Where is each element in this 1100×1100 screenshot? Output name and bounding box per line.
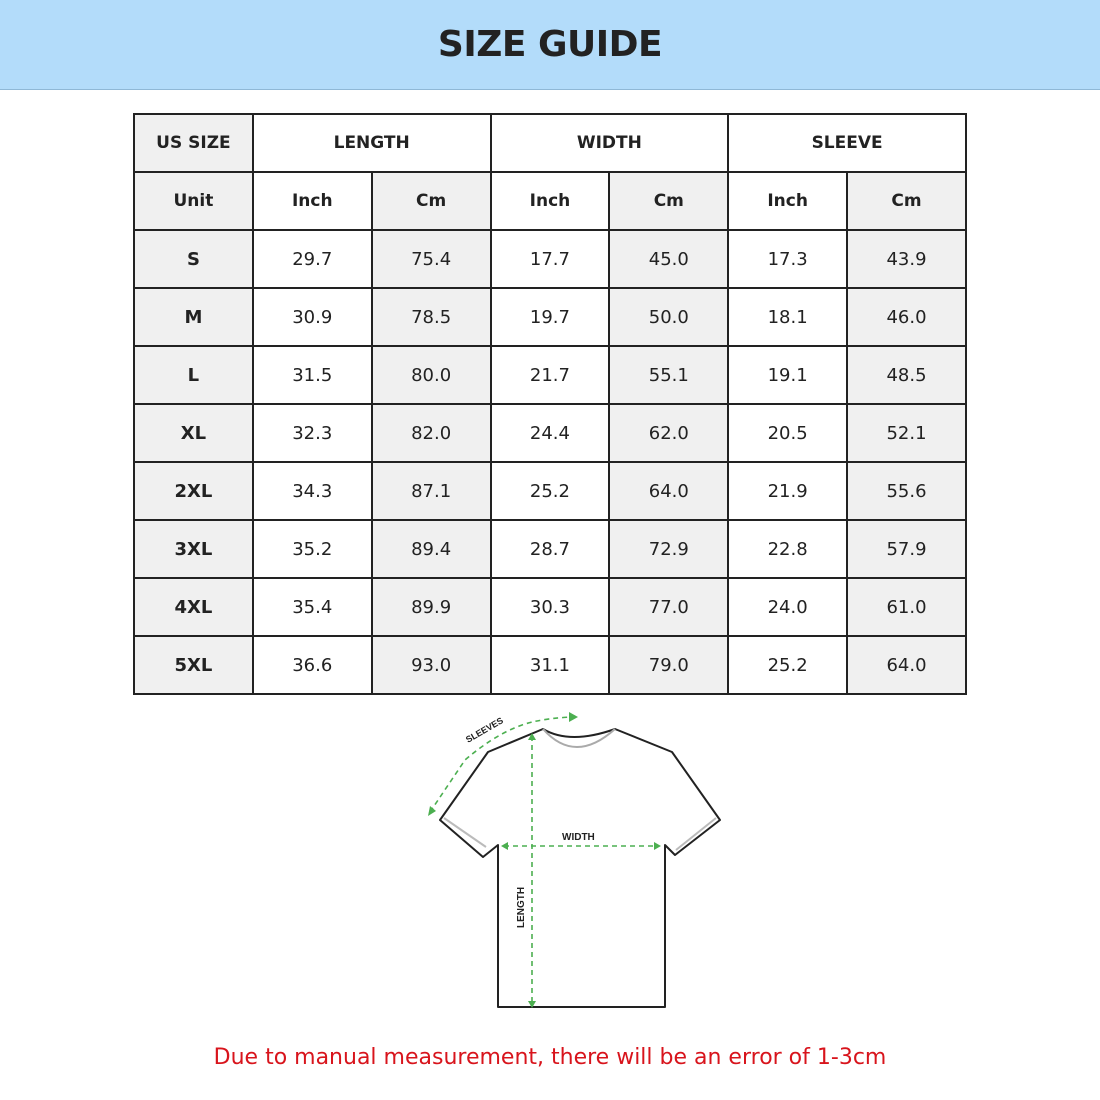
measurement-note: Due to manual measurement, there will be… (213, 1045, 887, 1070)
size-cell: 2XL (133, 461, 254, 521)
arrow-icon (569, 712, 578, 722)
value-cell: 82.0 (370, 403, 492, 463)
page-title: SIZE GUIDE (437, 24, 663, 65)
unit-cell: Inch (251, 171, 373, 231)
tshirt-diagram: SLEEVES WIDTH LENGTH (428, 712, 721, 1008)
value-cell: 62.0 (608, 403, 730, 463)
arrow-icon (501, 842, 508, 850)
unit-cell: Cm (846, 171, 967, 231)
size-cell: L (133, 345, 254, 405)
table-row: L 31.5 80.0 21.7 55.1 19.1 48.5 (133, 345, 967, 405)
sleeves-measure-line (429, 716, 573, 813)
arrow-icon (528, 733, 536, 740)
unit-cell: Cm (370, 171, 492, 231)
value-cell: 36.6 (251, 635, 373, 695)
value-cell: 34.3 (251, 461, 373, 521)
value-cell: 79.0 (608, 635, 730, 695)
value-cell: 22.8 (727, 519, 849, 579)
tshirt-outline (439, 728, 721, 1008)
arrow-icon (528, 1001, 536, 1008)
unit-cell: Inch (489, 171, 611, 231)
value-cell: 48.5 (846, 345, 967, 405)
sleeves-label: SLEEVES (464, 715, 505, 744)
value-cell: 25.2 (489, 461, 611, 521)
value-cell: 80.0 (370, 345, 492, 405)
value-cell: 50.0 (608, 287, 730, 347)
value-cell: 35.2 (251, 519, 373, 579)
value-cell: 64.0 (608, 461, 730, 521)
value-cell: 25.2 (727, 635, 849, 695)
value-cell: 20.5 (727, 403, 849, 463)
value-cell: 31.5 (251, 345, 373, 405)
value-cell: 89.4 (370, 519, 492, 579)
value-cell: 31.1 (489, 635, 611, 695)
value-cell: 17.7 (489, 229, 611, 289)
table-row: 5XL 36.6 93.0 31.1 79.0 25.2 64.0 (133, 635, 967, 695)
width-label: WIDTH (562, 832, 595, 843)
unit-cell: Inch (727, 171, 849, 231)
table-row: 4XL 35.4 89.9 30.3 77.0 24.0 61.0 (133, 577, 967, 637)
value-cell: 32.3 (251, 403, 373, 463)
size-cell: M (133, 287, 254, 347)
unit-cell: Cm (608, 171, 730, 231)
value-cell: 30.3 (489, 577, 611, 637)
value-cell: 52.1 (846, 403, 967, 463)
table-row: 3XL 35.2 89.4 28.7 72.9 22.8 57.9 (133, 519, 967, 579)
size-cell: XL (133, 403, 254, 463)
size-cell: 4XL (133, 577, 254, 637)
value-cell: 24.4 (489, 403, 611, 463)
value-cell: 55.1 (608, 345, 730, 405)
value-cell: 29.7 (251, 229, 373, 289)
length-label: LENGTH (516, 887, 527, 928)
header-length: LENGTH (251, 113, 492, 173)
size-table: US SIZE LENGTH WIDTH SLEEVE Unit Inch Cm… (133, 113, 967, 695)
group-header-row: US SIZE LENGTH WIDTH SLEEVE (133, 113, 967, 173)
value-cell: 45.0 (608, 229, 730, 289)
table-row: 2XL 34.3 87.1 25.2 64.0 21.9 55.6 (133, 461, 967, 521)
value-cell: 19.1 (727, 345, 849, 405)
value-cell: 77.0 (608, 577, 730, 637)
value-cell: 55.6 (846, 461, 967, 521)
value-cell: 19.7 (489, 287, 611, 347)
size-cell: 3XL (133, 519, 254, 579)
value-cell: 17.3 (727, 229, 849, 289)
value-cell: 35.4 (251, 577, 373, 637)
value-cell: 87.1 (370, 461, 492, 521)
unit-row: Unit Inch Cm Inch Cm Inch Cm (133, 171, 967, 231)
header-us-size: US SIZE (133, 113, 254, 173)
header-width: WIDTH (489, 113, 730, 173)
value-cell: 18.1 (727, 287, 849, 347)
size-cell: 5XL (133, 635, 254, 695)
value-cell: 78.5 (370, 287, 492, 347)
header-sleeve: SLEEVE (727, 113, 967, 173)
unit-label: Unit (133, 171, 254, 231)
arrow-icon (654, 842, 661, 850)
title-banner: SIZE GUIDE (0, 0, 1100, 90)
cuff-lines (443, 817, 717, 851)
value-cell: 21.9 (727, 461, 849, 521)
value-cell: 24.0 (727, 577, 849, 637)
value-cell: 28.7 (489, 519, 611, 579)
arrow-icon (428, 806, 436, 816)
value-cell: 21.7 (489, 345, 611, 405)
value-cell: 61.0 (846, 577, 967, 637)
table-row: XL 32.3 82.0 24.4 62.0 20.5 52.1 (133, 403, 967, 463)
value-cell: 64.0 (846, 635, 967, 695)
value-cell: 75.4 (370, 229, 492, 289)
table-row: S 29.7 75.4 17.7 45.0 17.3 43.9 (133, 229, 967, 289)
value-cell: 46.0 (846, 287, 967, 347)
collar-icon (542, 728, 616, 748)
value-cell: 72.9 (608, 519, 730, 579)
size-cell: S (133, 229, 254, 289)
value-cell: 57.9 (846, 519, 967, 579)
table-row: M 30.9 78.5 19.7 50.0 18.1 46.0 (133, 287, 967, 347)
value-cell: 43.9 (846, 229, 967, 289)
value-cell: 30.9 (251, 287, 373, 347)
value-cell: 89.9 (370, 577, 492, 637)
value-cell: 93.0 (370, 635, 492, 695)
